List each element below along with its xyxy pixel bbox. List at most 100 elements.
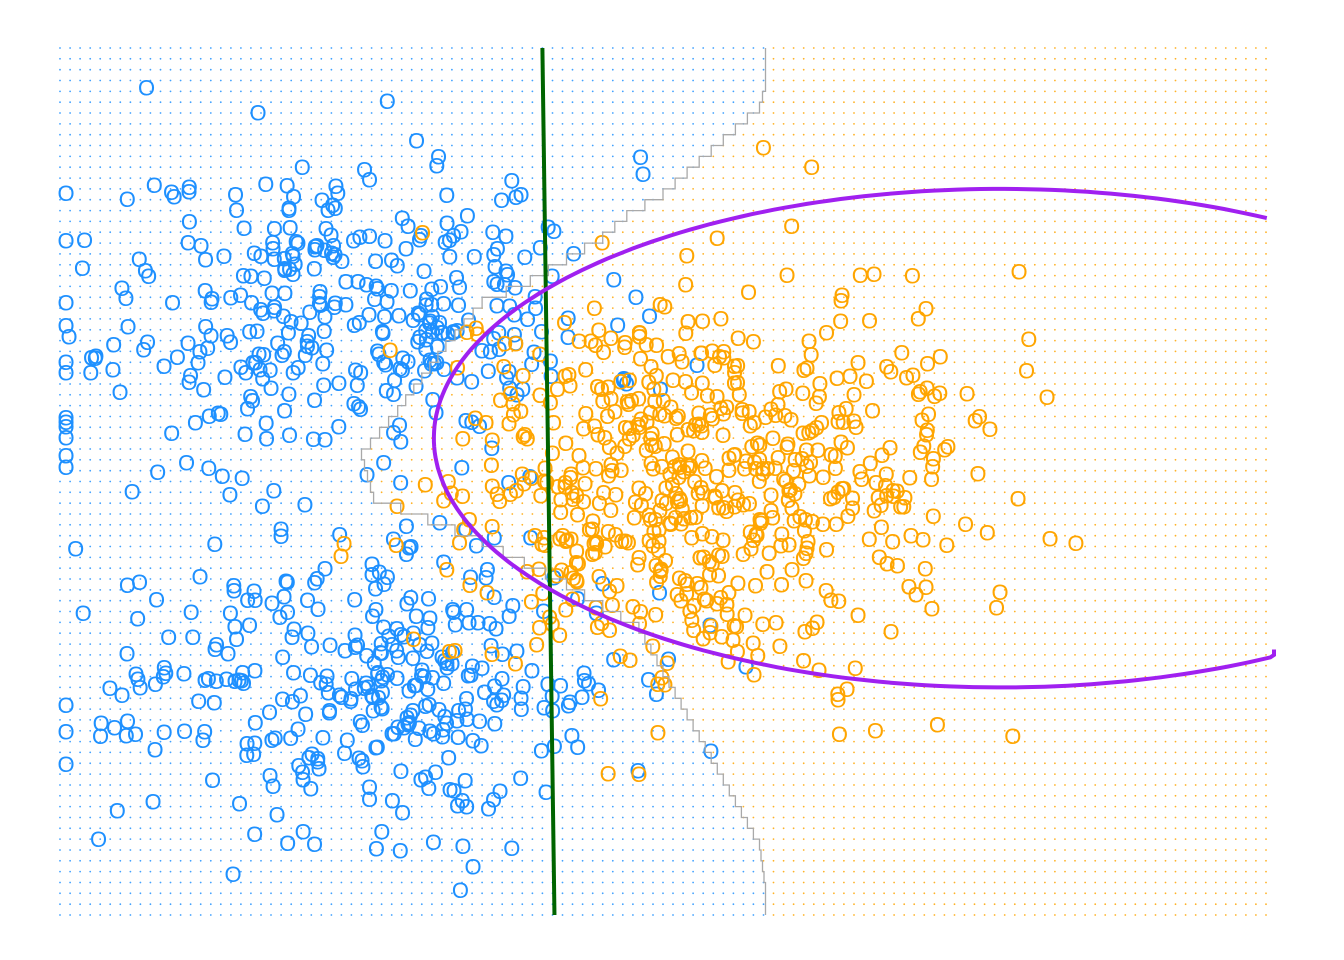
data-point-series-0: O <box>351 310 368 335</box>
data-point-series-0: O <box>361 224 378 249</box>
data-point-series-0: O <box>241 613 258 638</box>
data-point-series-0: O <box>303 635 320 660</box>
data-point-series-0: O <box>101 676 118 701</box>
data-point-series-1: O <box>704 552 721 577</box>
data-point-series-0: O <box>327 291 344 316</box>
data-point-series-0: O <box>246 659 263 684</box>
data-point-series-0: O <box>453 455 470 480</box>
data-point-series-1: O <box>726 442 743 467</box>
data-point-series-0: O <box>180 370 197 395</box>
data-point-series-0: O <box>274 645 291 670</box>
data-point-series-0: O <box>488 293 505 318</box>
data-point-series-0: O <box>249 319 266 344</box>
data-point-series-0: O <box>237 360 254 385</box>
data-point-series-1: O <box>770 354 787 379</box>
data-point-series-0: O <box>227 183 244 208</box>
data-point-series-1: O <box>708 592 725 617</box>
data-point-series-0: O <box>329 181 346 206</box>
data-point-series-0: O <box>228 198 245 223</box>
data-point-series-1: O <box>929 713 946 738</box>
data-point-series-0: O <box>353 749 370 774</box>
data-point-series-0: O <box>262 358 279 383</box>
data-point-series-1: O <box>589 422 606 447</box>
data-point-series-0: O <box>356 158 373 183</box>
data-point-series-1: O <box>621 368 638 393</box>
data-point-series-0: O <box>148 587 165 612</box>
data-point-series-0: O <box>336 741 353 766</box>
data-point-series-1: O <box>694 309 711 334</box>
data-point-series-1: O <box>489 482 506 507</box>
data-point-series-0: O <box>440 746 457 771</box>
data-point-series-0: O <box>257 172 274 197</box>
data-point-series-0: O <box>417 319 434 344</box>
data-point-series-0: O <box>459 204 476 229</box>
data-point-series-1: O <box>926 384 943 409</box>
data-point-series-0: O <box>652 377 669 402</box>
data-point-series-1: O <box>629 553 646 578</box>
data-point-series-1: O <box>483 453 500 478</box>
data-point-series-0: O <box>432 274 449 299</box>
data-point-series-1: O <box>697 456 714 481</box>
data-point-series-1: O <box>818 321 835 346</box>
data-point-series-1: O <box>830 589 847 614</box>
data-point-series-1: O <box>866 499 883 524</box>
data-point-series-0: O <box>351 225 368 250</box>
data-point-series-0: O <box>57 181 74 206</box>
data-point-series-1: O <box>850 603 867 628</box>
data-point-series-0: O <box>306 832 323 857</box>
data-point-series-0: O <box>346 587 363 612</box>
data-point-series-1: O <box>673 349 690 374</box>
data-point-series-0: O <box>347 623 364 648</box>
data-point-series-0: O <box>392 429 409 454</box>
data-point-series-0: O <box>337 292 354 317</box>
data-point-series-0: O <box>247 350 264 375</box>
data-point-series-0: O <box>284 689 301 714</box>
data-point-series-1: O <box>981 417 998 442</box>
data-point-series-0: O <box>255 342 272 367</box>
data-point-series-0: O <box>204 286 221 311</box>
data-point-series-0: O <box>215 244 232 269</box>
data-point-series-0: O <box>191 339 208 364</box>
data-point-series-0: O <box>187 411 204 436</box>
data-point-series-0: O <box>249 101 266 126</box>
data-point-series-0: O <box>480 359 497 384</box>
data-point-series-0: O <box>264 230 281 255</box>
data-point-series-0: O <box>225 579 242 604</box>
data-point-series-0: O <box>466 244 483 269</box>
data-point-series-0: O <box>189 351 206 376</box>
data-point-series-0: O <box>242 264 259 289</box>
data-point-series-0: O <box>457 697 474 722</box>
data-point-series-0: O <box>441 245 458 270</box>
data-point-series-0: O <box>252 297 269 322</box>
data-point-series-0: O <box>506 323 523 348</box>
data-point-series-1: O <box>577 358 594 383</box>
data-point-series-0: O <box>417 337 434 362</box>
data-point-series-1: O <box>589 615 606 640</box>
data-point-series-0: O <box>325 233 342 258</box>
data-point-series-1: O <box>811 384 828 409</box>
data-point-series-0: O <box>333 249 350 274</box>
data-point-series-0: O <box>444 640 461 665</box>
data-point-series-1: O <box>743 536 760 561</box>
data-point-series-0: O <box>501 376 518 401</box>
data-point-series-1: O <box>867 718 884 743</box>
data-point-series-0: O <box>175 661 192 686</box>
data-point-series-1: O <box>969 461 986 486</box>
data-point-series-0: O <box>390 645 407 670</box>
data-point-series-1: O <box>575 456 592 481</box>
data-point-series-0: O <box>539 672 556 697</box>
data-point-series-1: O <box>405 627 422 652</box>
data-point-series-1: O <box>910 306 927 331</box>
data-point-series-1: O <box>649 672 666 697</box>
data-point-series-0: O <box>345 228 362 253</box>
data-point-series-0: O <box>454 834 471 859</box>
data-point-series-0: O <box>373 632 390 657</box>
data-point-series-0: O <box>427 760 444 785</box>
data-point-series-0: O <box>513 697 530 722</box>
data-point-series-0: O <box>560 306 577 331</box>
data-point-series-0: O <box>57 228 74 253</box>
data-point-series-0: O <box>392 357 409 382</box>
data-point-series-0: O <box>166 185 183 210</box>
data-point-series-0: O <box>279 174 296 199</box>
data-point-series-0: O <box>272 517 289 542</box>
